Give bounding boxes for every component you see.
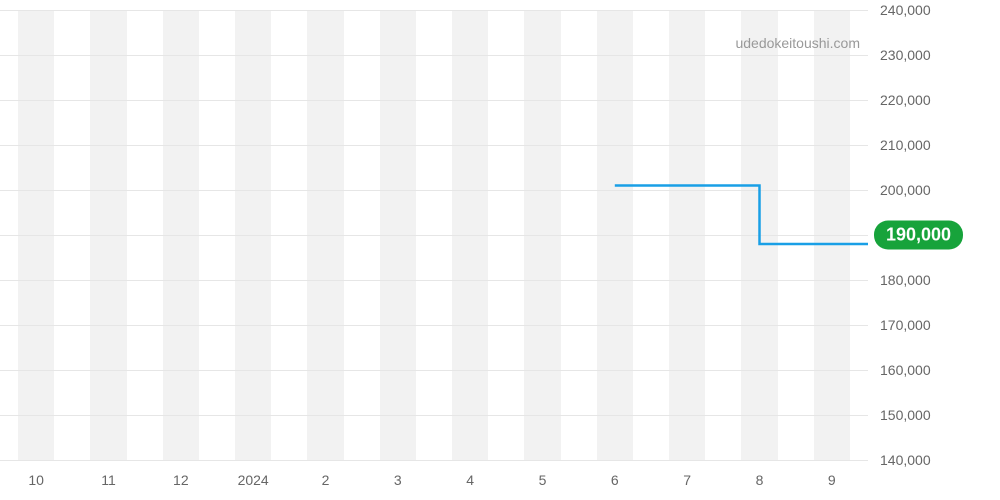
x-tick-label: 2	[322, 472, 330, 488]
y-tick-label: 220,000	[880, 92, 1000, 108]
x-tick-label: 3	[394, 472, 402, 488]
series-line	[0, 10, 868, 460]
gridline-h	[0, 460, 868, 461]
x-tick-label: 9	[828, 472, 836, 488]
current-price-badge: 190,000	[874, 221, 963, 250]
y-tick-label: 230,000	[880, 47, 1000, 63]
x-tick-label: 4	[466, 472, 474, 488]
y-tick-label: 160,000	[880, 362, 1000, 378]
x-tick-label: 10	[28, 472, 44, 488]
x-tick-label: 12	[173, 472, 189, 488]
y-tick-label: 200,000	[880, 182, 1000, 198]
x-tick-label: 2024	[238, 472, 269, 488]
y-tick-label: 170,000	[880, 317, 1000, 333]
x-tick-label: 11	[101, 472, 116, 488]
x-tick-label: 7	[683, 472, 691, 488]
y-tick-label: 240,000	[880, 2, 1000, 18]
price-chart: 140,000 150,000 160,000 170,000 180,000 190,0…	[0, 0, 1000, 500]
x-tick-label: 8	[756, 472, 764, 488]
y-tick-label: 210,000	[880, 137, 1000, 153]
x-tick-label: 5	[539, 472, 547, 488]
x-tick-label: 6	[611, 472, 619, 488]
plot-area	[0, 10, 868, 460]
watermark-text: udedokeitoushi.com	[735, 35, 860, 51]
y-tick-label: 150,000	[880, 407, 1000, 423]
y-tick-label: 140,000	[880, 452, 1000, 468]
y-tick-label: 180,000	[880, 272, 1000, 288]
